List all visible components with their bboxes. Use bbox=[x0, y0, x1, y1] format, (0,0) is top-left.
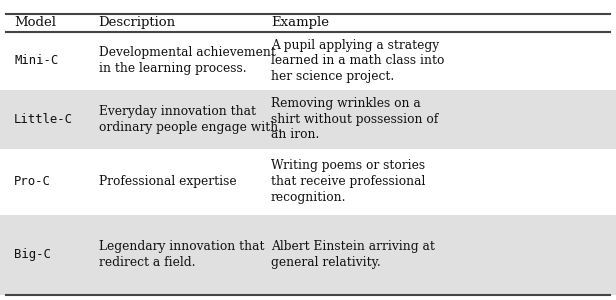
Text: Example: Example bbox=[271, 16, 329, 29]
Text: shirt without possession of: shirt without possession of bbox=[271, 113, 439, 126]
Text: Description: Description bbox=[99, 16, 176, 29]
Text: Big-C: Big-C bbox=[14, 248, 51, 261]
Text: Developmental achievement: Developmental achievement bbox=[99, 46, 275, 59]
Text: ordinary people engage with.: ordinary people engage with. bbox=[99, 121, 282, 134]
Text: in the learning process.: in the learning process. bbox=[99, 62, 246, 75]
Text: Legendary innovation that: Legendary innovation that bbox=[99, 240, 264, 253]
Text: Albert Einstein arriving at: Albert Einstein arriving at bbox=[271, 240, 435, 253]
Text: learned in a math class into: learned in a math class into bbox=[271, 54, 444, 67]
Text: Little-C: Little-C bbox=[14, 113, 73, 126]
Bar bbox=[0, 90, 616, 148]
Text: Removing wrinkles on a: Removing wrinkles on a bbox=[271, 97, 421, 110]
Text: that receive professional: that receive professional bbox=[271, 175, 426, 188]
Text: general relativity.: general relativity. bbox=[271, 256, 381, 269]
Bar bbox=[0, 148, 616, 214]
Text: an iron.: an iron. bbox=[271, 128, 320, 141]
Text: recognition.: recognition. bbox=[271, 190, 347, 204]
Text: her science project.: her science project. bbox=[271, 70, 394, 83]
Text: redirect a field.: redirect a field. bbox=[99, 256, 195, 269]
Text: Writing poems or stories: Writing poems or stories bbox=[271, 159, 425, 172]
Text: Professional expertise: Professional expertise bbox=[99, 175, 236, 188]
Text: Model: Model bbox=[14, 16, 56, 29]
Text: Pro-C: Pro-C bbox=[14, 175, 51, 188]
Bar bbox=[0, 32, 616, 90]
Bar bbox=[0, 214, 616, 295]
Text: A pupil applying a strategy: A pupil applying a strategy bbox=[271, 39, 439, 52]
Text: Mini-C: Mini-C bbox=[14, 54, 59, 67]
Text: Everyday innovation that: Everyday innovation that bbox=[99, 105, 256, 118]
